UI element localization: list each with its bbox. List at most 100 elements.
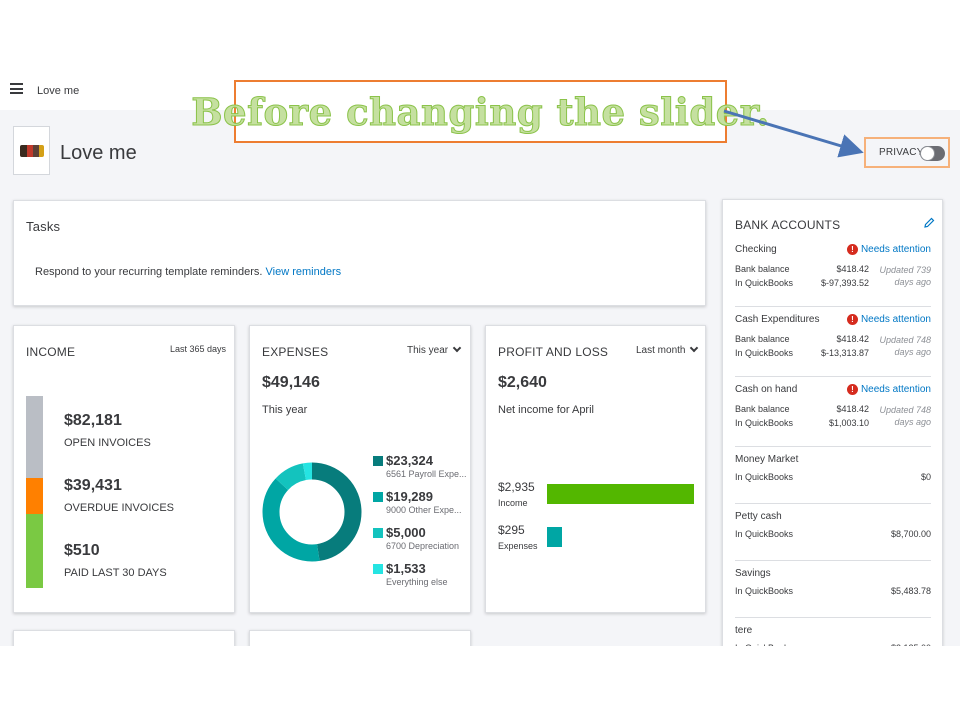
in-quickbooks-value: $1,003.10 <box>828 418 869 428</box>
in-quickbooks-label: In QuickBooks <box>735 472 794 482</box>
paid-invoices-bar[interactable] <box>26 514 43 588</box>
bank-account-row[interactable]: Checking! Needs attention Bank balance $418… <box>735 244 931 307</box>
expenses-subtitle: This year <box>262 404 308 416</box>
bank-balance-value: $418.42 <box>836 264 869 274</box>
hamburger-menu-icon[interactable] <box>10 83 23 94</box>
legend-amount-2: $5,000 <box>386 525 426 540</box>
paid-label: PAID LAST 30 DAYS <box>64 567 167 579</box>
pencil-icon[interactable] <box>923 217 935 229</box>
legend-name-2: 6700 Depreciation <box>386 541 460 551</box>
bank-account-name: Savings <box>735 568 771 579</box>
view-reminders-link[interactable]: View reminders <box>265 266 342 278</box>
bank-balance-label: Bank balance <box>735 404 790 414</box>
company-logo-image <box>19 144 44 157</box>
expenses-card: EXPENSES This year $49,146 This year $23… <box>249 325 471 613</box>
bank-account-name: Petty cash <box>735 511 782 522</box>
in-quickbooks-value: $8,700.00 <box>890 529 931 539</box>
needs-attention-label: Needs attention <box>860 314 931 325</box>
open-invoices-amount: $82,181 <box>64 412 122 429</box>
in-quickbooks-value: $5,483.78 <box>890 586 931 596</box>
overdue-invoices-label: OVERDUE INVOICES <box>64 502 175 514</box>
legend-amount-3: $1,533 <box>386 561 426 576</box>
bank-accounts-title: BANK ACCOUNTS <box>735 218 841 232</box>
bank-account-row[interactable]: Money Market In QuickBooks $0 <box>735 454 931 504</box>
donut-slice-1[interactable] <box>262 462 362 562</box>
bank-accounts-card: BANK ACCOUNTS Checking! Needs attention Ba… <box>722 199 943 646</box>
legend-swatch-1 <box>373 492 383 502</box>
chevron-down-icon <box>452 343 462 353</box>
pl-income-bar[interactable] <box>547 484 694 504</box>
annotation-callout: Before changing the slider. <box>191 80 770 143</box>
needs-attention-label: Needs attention <box>860 244 931 255</box>
privacy-toggle-container: PRIVACY <box>864 137 950 168</box>
profit-loss-subtitle: Net income for April <box>498 404 594 416</box>
legend-swatch-0 <box>373 456 383 466</box>
bank-account-row[interactable]: Petty cash In QuickBooks $8,700.00 <box>735 511 931 561</box>
legend-amount-0: $23,324 <box>386 453 433 468</box>
bank-balance-label: Bank balance <box>735 264 790 274</box>
overdue-invoices-amount: $39,431 <box>64 477 122 494</box>
annotation-arrow-icon <box>723 109 864 158</box>
legend-name-0: 6561 Payroll Expe... <box>386 469 467 479</box>
bank-account-row[interactable]: tere In QuickBooks $2,125.00 <box>735 625 931 646</box>
legend-name-1: 9000 Other Expe... <box>386 505 462 515</box>
legend-swatch-2 <box>373 528 383 538</box>
needs-attention-link[interactable]: ! Needs attention <box>846 384 931 395</box>
bank-balance-label: Bank balance <box>735 334 790 344</box>
privacy-label: PRIVACY <box>879 147 924 158</box>
in-quickbooks-value: $-97,393.52 <box>820 278 869 288</box>
bank-account-name: Cash on hand <box>735 384 798 395</box>
in-quickbooks-value: $0 <box>920 472 931 482</box>
bank-account-row[interactable]: Cash Expenditures ! Needs attention Bank ba… <box>735 314 931 377</box>
income-card: INCOME Last 365 days $82,181 OPEN INVOIC… <box>13 325 235 613</box>
in-quickbooks-value: $-13,313.87 <box>820 348 869 358</box>
privacy-toggle-knob[interactable] <box>920 146 935 161</box>
expenses-donut-chart[interactable] <box>262 462 362 562</box>
privacy-toggle[interactable] <box>920 146 945 161</box>
pl-expenses-bar[interactable] <box>547 527 562 547</box>
bank-account-name: tere <box>735 625 753 636</box>
updated-text: Updated 748 days ago <box>879 405 931 427</box>
pl-income-amount: $2,935 <box>498 480 535 494</box>
needs-attention-link[interactable]: ! Needs attention <box>846 314 931 325</box>
bottom-card-2 <box>249 630 471 646</box>
bank-account-name: Cash Expenditures <box>735 314 820 325</box>
in-quickbooks-label: In QuickBooks <box>735 643 793 646</box>
bank-account-row[interactable]: Savings In QuickBooks $5,483.78 <box>735 568 931 618</box>
in-quickbooks-label: In QuickBooks <box>735 278 794 288</box>
company-name: Love me <box>60 142 137 164</box>
bottom-card-1 <box>13 630 235 646</box>
in-quickbooks-label: In QuickBooks <box>735 586 794 596</box>
legend-amount-1: $19,289 <box>386 489 433 504</box>
expenses-range-label: This year <box>407 345 449 356</box>
in-quickbooks-value: $2,125.00 <box>891 643 931 646</box>
annotation-text: Before changing the slider. <box>191 89 770 134</box>
in-quickbooks-label: In QuickBooks <box>735 348 794 358</box>
profit-loss-card: PROFIT AND LOSS Last month $2,640 Net in… <box>485 325 706 613</box>
topbar-company-name: Love me <box>37 85 80 97</box>
profit-loss-total: $2,640 <box>498 374 547 391</box>
bank-account-name: Checking <box>735 244 777 255</box>
alert-icon: ! <box>846 244 858 255</box>
legend-name-3: Everything else <box>386 577 448 587</box>
needs-attention-link[interactable]: ! Needs attention <box>846 244 931 255</box>
open-invoices-bar[interactable] <box>26 396 43 478</box>
needs-attention-label: Needs attention <box>860 384 931 395</box>
alert-icon: ! <box>846 384 858 395</box>
paid-amount: $510 <box>64 542 100 559</box>
bank-balance-value: $418.42 <box>836 334 869 344</box>
tasks-message: Respond to your recurring template remin… <box>35 266 263 278</box>
bank-balance-value: $418.42 <box>836 404 869 414</box>
company-logo[interactable] <box>13 126 50 175</box>
bank-account-name: Money Market <box>735 454 799 465</box>
income-range: Last 365 days <box>170 344 227 354</box>
profit-loss-range-label: Last month <box>636 345 686 356</box>
expenses-range-dropdown[interactable]: This year <box>407 343 462 356</box>
donut-slice-3[interactable] <box>262 462 362 562</box>
profit-loss-title: PROFIT AND LOSS <box>498 345 609 359</box>
profit-loss-range-dropdown[interactable]: Last month <box>636 343 699 356</box>
bank-account-row[interactable]: Cash on hand! Needs attention Bank balance… <box>735 384 931 447</box>
pl-income-label: Income <box>498 498 528 508</box>
chevron-down-icon <box>690 343 699 353</box>
overdue-invoices-bar[interactable] <box>26 478 43 514</box>
